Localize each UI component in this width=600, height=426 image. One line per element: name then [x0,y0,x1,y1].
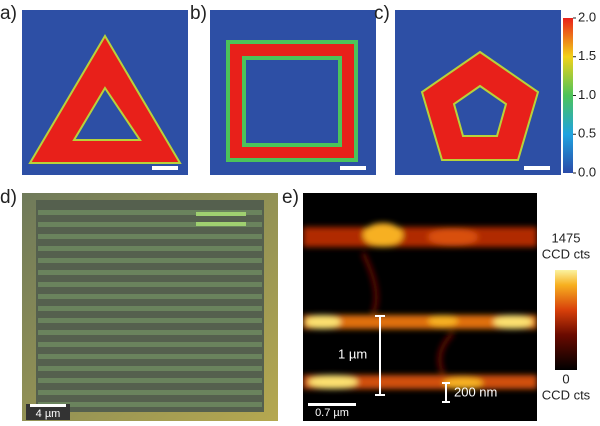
scale-bar-label: 0.7 µm [315,407,349,419]
stripe [38,258,262,263]
colorbar-max: 1475 [552,230,581,245]
colorbar [555,270,577,370]
colorbar-tick-label: 2.0 [578,9,596,24]
stripe [38,210,262,215]
colorbar-tick-label: 1.0 [578,87,596,102]
stripe [38,306,262,311]
stripe [196,212,246,216]
colorbar-tick-label: 0.0 [578,164,596,179]
panel-label: e) [282,187,299,208]
stripe [38,234,262,239]
width-label: 200 nm [454,384,497,399]
stripe [38,354,262,359]
colorbar-tick-label: 0.5 [578,126,596,141]
square-pattern [226,40,358,162]
stripe [38,318,262,323]
triangle-pattern [28,34,182,164]
colorbar [563,18,573,173]
colorbar-tick-label: 1.5 [578,48,596,63]
stripe [196,222,246,226]
panel-label: b) [190,3,207,24]
panel-label: c) [374,3,390,24]
panel-label: d) [0,187,17,208]
scale-bar [152,166,178,170]
scale-bar-label: 4 µm [36,408,61,420]
stripe [38,402,262,407]
stripe [38,330,262,335]
colorbar-min: 0 [562,371,569,386]
scale-bar [30,404,66,407]
pentagon-pattern [420,50,540,161]
colorbar-unit: CCD cts [542,387,591,402]
colorbar-unit: CCD cts [542,246,591,261]
stripe [38,378,262,383]
scale-bar [308,403,356,406]
scale-bar [340,166,366,170]
stripe [38,282,262,287]
spacing-label: 1 µm [338,346,367,361]
stripe [38,294,262,299]
scale-bar-box [26,404,70,420]
panel-label: a) [0,3,17,24]
stripe [38,342,262,347]
scale-bar [524,166,550,170]
stripe [38,390,262,395]
stripe [38,270,262,275]
stripe [38,222,262,227]
stripe [38,246,262,251]
stripe [38,366,262,371]
fluorescence-image [303,193,537,421]
